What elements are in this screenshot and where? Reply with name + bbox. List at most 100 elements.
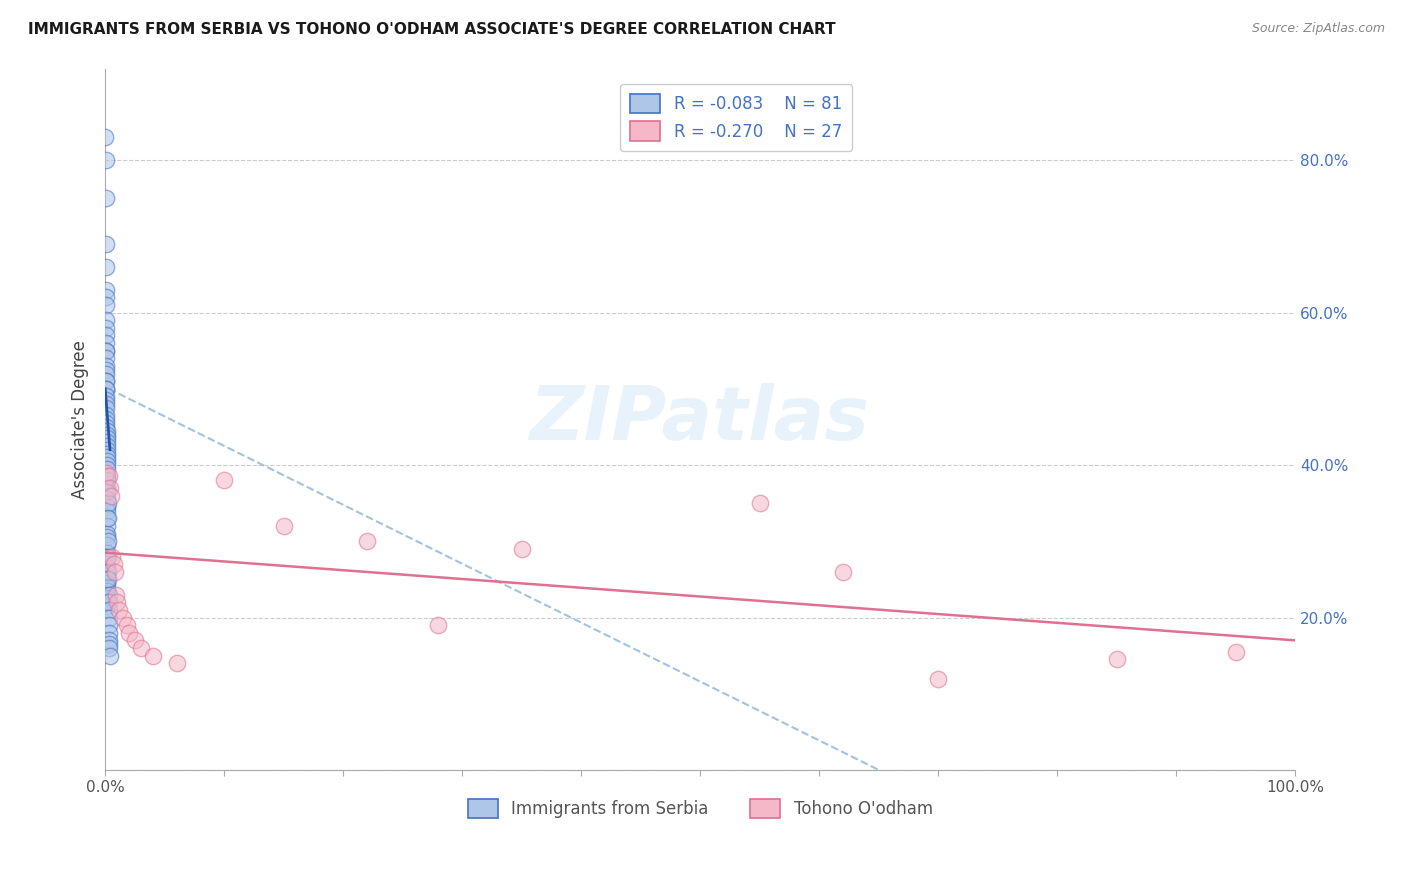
Point: [96, 595, 118, 609]
Point: [94, 191, 117, 205]
Point: [748, 496, 770, 510]
Point: [96, 424, 118, 438]
Point: [96, 320, 118, 334]
Point: [98, 481, 121, 495]
Point: [96, 351, 118, 366]
Point: [96, 549, 118, 564]
Point: [97, 603, 120, 617]
Point: [97, 595, 120, 609]
Point: [97, 496, 120, 510]
Point: [1225, 645, 1247, 659]
Point: [96, 298, 118, 312]
Point: [96, 343, 118, 358]
Point: [96, 336, 118, 351]
Point: [94, 153, 117, 167]
Point: [96, 591, 118, 606]
Point: [112, 610, 135, 624]
Point: [97, 565, 120, 579]
Point: [96, 519, 118, 533]
Point: [96, 583, 118, 598]
Point: [96, 283, 118, 297]
Point: [96, 343, 118, 358]
Point: [96, 469, 118, 483]
Point: [96, 500, 118, 514]
Point: [105, 595, 128, 609]
Point: [142, 648, 165, 663]
Point: [96, 531, 118, 545]
Point: [104, 565, 127, 579]
Point: [97, 573, 120, 587]
Point: [98, 640, 121, 655]
Point: [96, 374, 118, 388]
Point: [108, 603, 131, 617]
Point: [96, 382, 118, 396]
Point: [96, 290, 118, 304]
Point: [96, 431, 118, 445]
Point: [96, 397, 118, 411]
Point: [96, 393, 118, 408]
Point: [101, 549, 124, 564]
Point: [96, 450, 118, 465]
Point: [1105, 652, 1128, 666]
Point: [96, 565, 118, 579]
Point: [212, 473, 235, 487]
Point: [273, 519, 295, 533]
Point: [96, 367, 118, 381]
Point: [96, 504, 118, 518]
Point: [96, 427, 118, 442]
Legend: Immigrants from Serbia, Tohono O'odham: Immigrants from Serbia, Tohono O'odham: [461, 792, 939, 825]
Point: [96, 462, 118, 476]
Point: [96, 466, 118, 480]
Point: [96, 401, 118, 415]
Point: [96, 481, 118, 495]
Y-axis label: Associate's Degree: Associate's Degree: [72, 340, 89, 499]
Point: [97, 633, 120, 648]
Point: [98, 648, 121, 663]
Point: [96, 435, 118, 450]
Point: [100, 489, 122, 503]
Point: [96, 511, 118, 525]
Point: [96, 313, 118, 327]
Point: [129, 640, 152, 655]
Point: [96, 526, 118, 541]
Point: [96, 439, 118, 453]
Point: [96, 454, 118, 468]
Point: [96, 409, 118, 423]
Point: [94, 130, 117, 145]
Point: [96, 599, 118, 613]
Point: [96, 374, 118, 388]
Text: Source: ZipAtlas.com: Source: ZipAtlas.com: [1251, 22, 1385, 36]
Point: [97, 469, 120, 483]
Point: [96, 420, 118, 434]
Point: [96, 473, 118, 487]
Point: [96, 328, 118, 343]
Point: [96, 389, 118, 403]
Point: [98, 637, 121, 651]
Point: [104, 588, 127, 602]
Point: [96, 573, 118, 587]
Point: [927, 672, 949, 686]
Point: [97, 625, 120, 640]
Point: [96, 412, 118, 426]
Point: [96, 546, 118, 560]
Point: [832, 565, 855, 579]
Point: [166, 657, 188, 671]
Point: [124, 633, 146, 648]
Point: [96, 362, 118, 376]
Point: [96, 576, 118, 591]
Point: [96, 359, 118, 373]
Point: [94, 260, 117, 274]
Point: [97, 511, 120, 525]
Point: [96, 538, 118, 552]
Point: [97, 610, 120, 624]
Point: [96, 557, 118, 571]
Point: [96, 484, 118, 499]
Text: IMMIGRANTS FROM SERBIA VS TOHONO O'ODHAM ASSOCIATE'S DEGREE CORRELATION CHART: IMMIGRANTS FROM SERBIA VS TOHONO O'ODHAM…: [28, 22, 835, 37]
Point: [96, 442, 118, 457]
Point: [115, 618, 138, 632]
Point: [97, 534, 120, 549]
Point: [96, 416, 118, 430]
Point: [96, 580, 118, 594]
Point: [356, 534, 378, 549]
Point: [510, 541, 533, 556]
